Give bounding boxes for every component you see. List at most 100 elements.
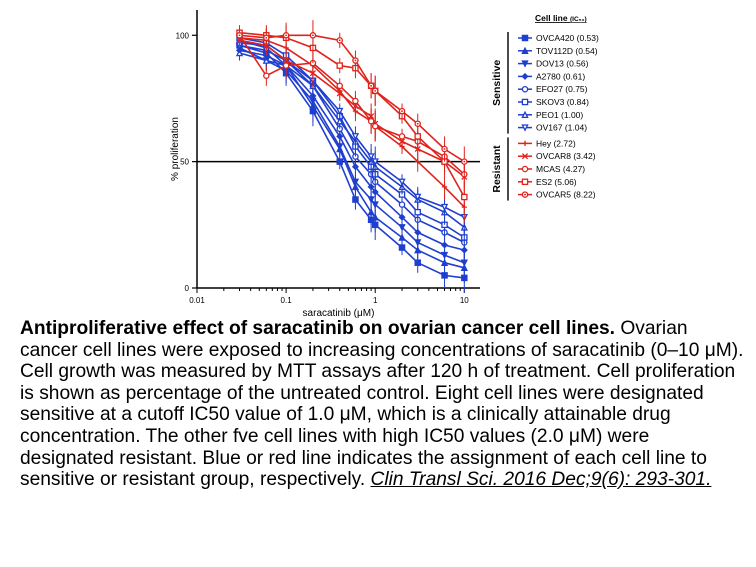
data-point-dot: [416, 122, 419, 125]
data-point: [398, 133, 406, 140]
data-point: [352, 196, 359, 203]
data-point-dot: [265, 36, 268, 39]
series-line: [239, 39, 465, 269]
series-line: [239, 37, 465, 208]
data-point: [351, 178, 360, 186]
chart-legend: Cell line (IC₅₀) OVCA420 (0.53) TOV112D (0…: [491, 13, 599, 201]
data-point: [336, 143, 344, 151]
x-tick-label: 1: [373, 296, 378, 305]
y-axis-label: % proliferation: [170, 117, 181, 181]
series-line: [239, 37, 465, 239]
series-ovcar5: [236, 20, 468, 177]
legend-label: EFO27 (0.75): [536, 84, 588, 94]
legend-item: A2780 (0.61): [518, 71, 585, 81]
data-point: [336, 132, 344, 140]
x-tick-label: 0.1: [281, 296, 293, 305]
data-point: [461, 193, 468, 201]
legend-label: ES2 (5.06): [536, 177, 577, 187]
data-point: [351, 163, 359, 171]
data-point: [414, 228, 422, 236]
series-line: [239, 34, 465, 163]
data-point: [336, 82, 343, 90]
data-point: [398, 213, 406, 221]
legend-label: OVCAR8 (3.42): [536, 151, 596, 161]
data-point: [371, 158, 379, 166]
legend-label: OV167 (1.04): [536, 123, 587, 133]
series-line: [238, 34, 465, 175]
y-tick-label: 50: [180, 158, 189, 167]
caption-title: Antiproliferative effect of saracatinib …: [20, 318, 616, 339]
figure-caption: Antiproliferative effect of saracatinib …: [20, 318, 746, 491]
legend-label: PEO1 (1.00): [536, 110, 583, 120]
data-point: [521, 178, 529, 186]
data-point: [367, 153, 375, 161]
y-tick-label: 0: [185, 284, 190, 293]
data-point: [398, 244, 406, 251]
legend-label: OVCA420 (0.53): [536, 33, 599, 43]
data-point: [522, 140, 528, 146]
data-point: [521, 98, 529, 106]
legend-title-sub: (IC₅₀): [570, 16, 587, 23]
legend-item: OVCAR5 (8.22): [518, 190, 596, 200]
series-tov112d: [235, 32, 468, 283]
data-point: [441, 184, 448, 190]
data-point: [521, 110, 529, 119]
x-tick-label: 10: [460, 296, 469, 305]
data-point: [282, 62, 290, 69]
data-point: [398, 178, 406, 186]
data-point: [521, 60, 529, 68]
data-point: [235, 48, 244, 57]
data-point-dot: [285, 34, 288, 37]
chart-svg: 0 50 100 0.01 0.1 1 10 saracatinib (μM) % prolif…: [170, 10, 599, 319]
data-point-dot: [401, 110, 403, 113]
legend-item: TOV112D (0.54): [518, 46, 598, 56]
data-point: [371, 123, 379, 130]
data-point: [336, 62, 343, 69]
series-line: [239, 31, 465, 198]
legend-item: ES2 (5.06): [518, 177, 577, 187]
legend-item: PEO1 (1.00): [518, 110, 583, 120]
data-point: [336, 158, 343, 165]
legend-item: OV167 (1.04): [518, 123, 587, 133]
data-point-dot: [354, 59, 357, 62]
data-point: [398, 201, 406, 208]
data-point: [415, 159, 421, 165]
legend-item: MCAS (4.27): [518, 164, 585, 174]
data-point-dot: [443, 148, 446, 150]
x-axis-label: saracatinib (μM): [303, 308, 375, 318]
chart-series: [235, 20, 468, 294]
legend-item: OVCAR8 (3.42): [518, 151, 596, 161]
legend-item: EFO27 (0.75): [518, 84, 588, 94]
data-point: [521, 85, 529, 93]
series-peo1: [235, 45, 468, 243]
data-point: [263, 72, 270, 79]
data-point-dot: [463, 160, 466, 163]
legend-item: Hey (2.72): [518, 138, 576, 148]
caption-citation-link[interactable]: Clin Transl Sci. 2016 Dec;9(6): 293-301.: [370, 469, 712, 491]
data-point-dot: [370, 84, 373, 87]
data-point: [414, 259, 421, 266]
legend-item: DOV13 (0.56): [518, 59, 589, 69]
legend-item: SKOV3 (0.84): [518, 97, 589, 107]
series-line: [239, 47, 465, 264]
data-point: [367, 117, 375, 125]
data-point: [414, 193, 422, 202]
data-point-dot: [338, 39, 341, 42]
data-point: [521, 72, 529, 80]
x-tick-label: 0.01: [189, 296, 205, 305]
data-point: [352, 97, 359, 105]
data-point: [521, 46, 529, 55]
data-point: [521, 165, 529, 173]
series-ovca420: [236, 37, 468, 294]
data-point: [521, 124, 529, 132]
data-point: [521, 153, 529, 160]
y-tick-label: 100: [176, 31, 190, 40]
group-label-resistant: Resistant: [491, 145, 503, 193]
data-point: [521, 34, 529, 42]
data-point-dot: [524, 193, 526, 196]
data-point: [414, 208, 421, 216]
group-label-sensitive: Sensitive: [491, 60, 503, 106]
data-point: [336, 107, 344, 116]
legend-label: SKOV3 (0.84): [536, 97, 589, 107]
legend-label: A2780 (0.61): [536, 71, 585, 81]
